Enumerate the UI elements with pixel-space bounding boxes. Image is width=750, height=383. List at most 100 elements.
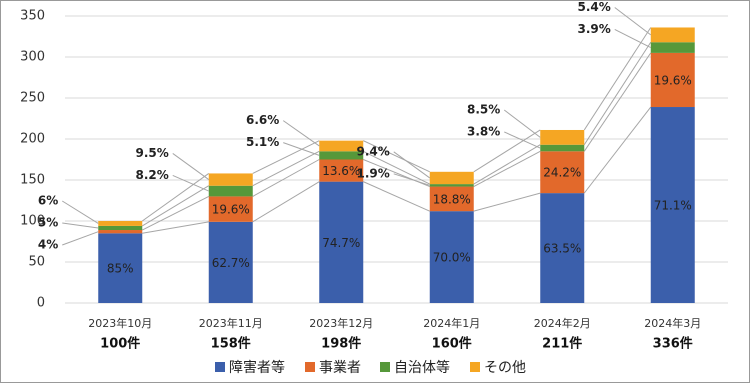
x-total-label: 198件 (321, 336, 361, 352)
data-label: 24.2% (543, 166, 581, 180)
leader-line (61, 200, 99, 224)
legend-swatch (380, 362, 390, 372)
data-label: 3.9% (577, 22, 610, 36)
x-tick-label: 2023年10月 (88, 316, 152, 330)
series-line (142, 221, 209, 234)
series-line (473, 144, 541, 185)
bar-segment (540, 193, 585, 303)
leader-line (283, 142, 320, 156)
data-label: 9.5% (135, 146, 168, 160)
data-label: 74.7% (322, 236, 360, 250)
x-tick-label: 2024年3月 (644, 316, 701, 330)
y-tick-label: 100 (20, 214, 45, 229)
bar-segment (208, 173, 253, 186)
bar-segment (540, 151, 585, 194)
series-line (363, 140, 430, 173)
leader-line (172, 174, 209, 192)
bar-segment (208, 185, 253, 197)
x-total-label: 160件 (432, 336, 472, 352)
bar-segment (98, 230, 143, 234)
series-line (583, 106, 652, 194)
leader-line (504, 131, 541, 149)
bar-segment (98, 225, 143, 231)
series-line (252, 140, 320, 174)
series-line (583, 52, 652, 152)
bar-segment (319, 181, 364, 303)
data-label: 19.6% (212, 203, 250, 217)
series-line (363, 181, 430, 212)
data-label: 71.1% (654, 199, 692, 213)
bar-segment (429, 211, 474, 303)
y-tick-label: 200 (20, 132, 45, 147)
bar-segment (540, 144, 585, 152)
x-total-label: 100件 (100, 336, 140, 352)
y-tick-label: 0 (37, 296, 45, 311)
data-label: 8.5% (467, 102, 500, 116)
data-label: 85% (107, 262, 134, 276)
series-line (473, 150, 541, 188)
data-label: 6% (38, 194, 58, 208)
leader-line (614, 29, 651, 49)
legend-label: 事業者 (319, 360, 361, 376)
x-total-label: 211件 (542, 336, 582, 352)
series-line (142, 195, 209, 231)
data-label: 62.7% (212, 256, 250, 270)
bar-segment (319, 151, 364, 160)
x-tick-label: 2023年11月 (199, 316, 263, 330)
series-line (363, 150, 430, 185)
data-label: 5% (38, 216, 58, 230)
bar-segment (208, 196, 253, 222)
legend-label: 自治体等 (394, 359, 450, 376)
x-total-label: 336件 (653, 336, 693, 352)
y-tick-label: 150 (20, 173, 45, 188)
leader-line (62, 222, 99, 229)
legend-label: その他 (484, 360, 526, 376)
series-line (583, 27, 652, 131)
legend-label: 障害者等 (229, 359, 285, 376)
data-label: 13.6% (322, 164, 360, 178)
leader-line (503, 109, 541, 138)
y-tick-label: 300 (20, 50, 45, 65)
data-label: 8.2% (135, 168, 168, 182)
bar-segment (98, 221, 143, 226)
legend-swatch (305, 362, 315, 372)
data-label: 63.5% (543, 242, 581, 256)
bar-segment (650, 42, 695, 53)
x-tick-label: 2024年2月 (534, 316, 591, 330)
bar-segment (429, 184, 474, 187)
data-label: 4% (38, 238, 58, 252)
data-label: 5.1% (246, 135, 279, 149)
bar-segment (319, 159, 364, 182)
data-label: 5.4% (577, 0, 610, 14)
legend-swatch (470, 362, 480, 372)
legend-swatch (215, 362, 225, 372)
data-label: 6.6% (246, 113, 279, 127)
series-line (583, 41, 652, 146)
leader-line (393, 173, 430, 186)
bar-segment (650, 52, 695, 108)
leader-line (172, 153, 210, 180)
data-label: 9.4% (356, 144, 389, 158)
data-label: 3.8% (467, 124, 500, 138)
bar-segment (429, 171, 474, 185)
x-tick-label: 2024年1月 (423, 316, 480, 330)
series-line (473, 192, 541, 212)
y-tick-label: 350 (20, 9, 45, 24)
x-total-label: 158件 (211, 336, 251, 352)
x-tick-label: 2023年12月 (309, 316, 373, 330)
bar-segment (208, 221, 253, 303)
leader-line (393, 151, 431, 179)
leader-line (62, 231, 99, 246)
data-label: 18.8% (433, 192, 471, 206)
bar-segment (540, 129, 585, 145)
series-line (141, 173, 210, 222)
data-label: 70.0% (433, 251, 471, 265)
leader-line (282, 120, 320, 147)
bar-segment (429, 186, 474, 212)
y-tick-label: 250 (20, 91, 45, 106)
series-line (252, 150, 320, 187)
series-line (473, 129, 541, 173)
data-label: 1.9% (356, 166, 389, 180)
